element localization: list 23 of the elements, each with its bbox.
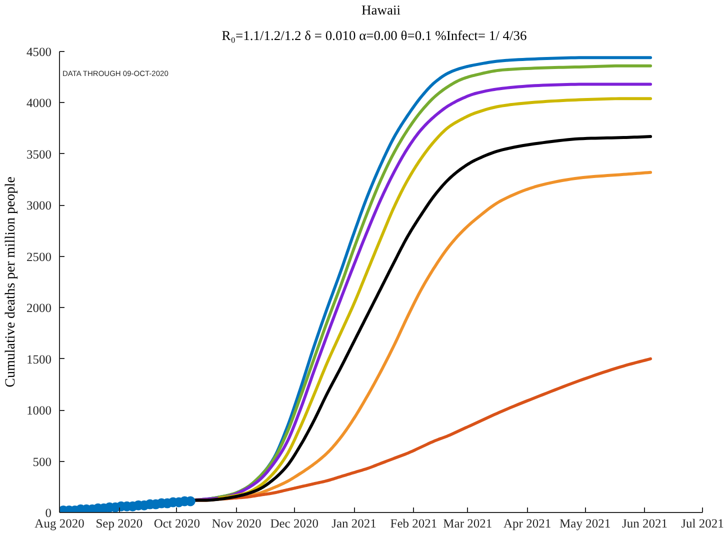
chart-title: Hawaii bbox=[362, 2, 401, 18]
x-tick-label: Oct 2020 bbox=[154, 516, 200, 530]
x-tick-label: Dec 2020 bbox=[270, 516, 318, 530]
x-tick-label: Mar 2021 bbox=[443, 516, 492, 530]
x-tick-label: Jan 2021 bbox=[332, 516, 376, 530]
x-tick-label: Jun 2021 bbox=[622, 516, 668, 530]
y-tick-label: 3000 bbox=[26, 198, 52, 213]
chart-subtitle: R₀=1.1/1.2/1.2 δ = 0.010 α=0.00 θ=0.1 %Infect= 1/ 4/36 bbox=[222, 28, 527, 43]
y-tick-label: 500 bbox=[32, 454, 52, 469]
y-tick-label: 2000 bbox=[26, 301, 52, 316]
x-tick-label: Sep 2020 bbox=[96, 516, 143, 530]
y-tick-label: 1500 bbox=[26, 352, 52, 366]
y-tick-label: 3500 bbox=[26, 147, 52, 162]
y-tick-label: 4000 bbox=[26, 96, 52, 110]
y-tick-label: 4500 bbox=[26, 45, 52, 59]
x-tick-label: Nov 2020 bbox=[212, 516, 262, 530]
x-tick-label: Feb 2021 bbox=[390, 516, 438, 530]
x-tick-label: Jul 2021 bbox=[681, 516, 724, 530]
x-tick-label: Apr 2021 bbox=[504, 516, 552, 530]
x-tick-label: May 2021 bbox=[560, 516, 611, 530]
y-tick-label: 2500 bbox=[26, 250, 52, 264]
y-tick-label: 1000 bbox=[26, 404, 52, 418]
y-axis-title: Cumulative deaths per million people bbox=[4, 176, 18, 388]
